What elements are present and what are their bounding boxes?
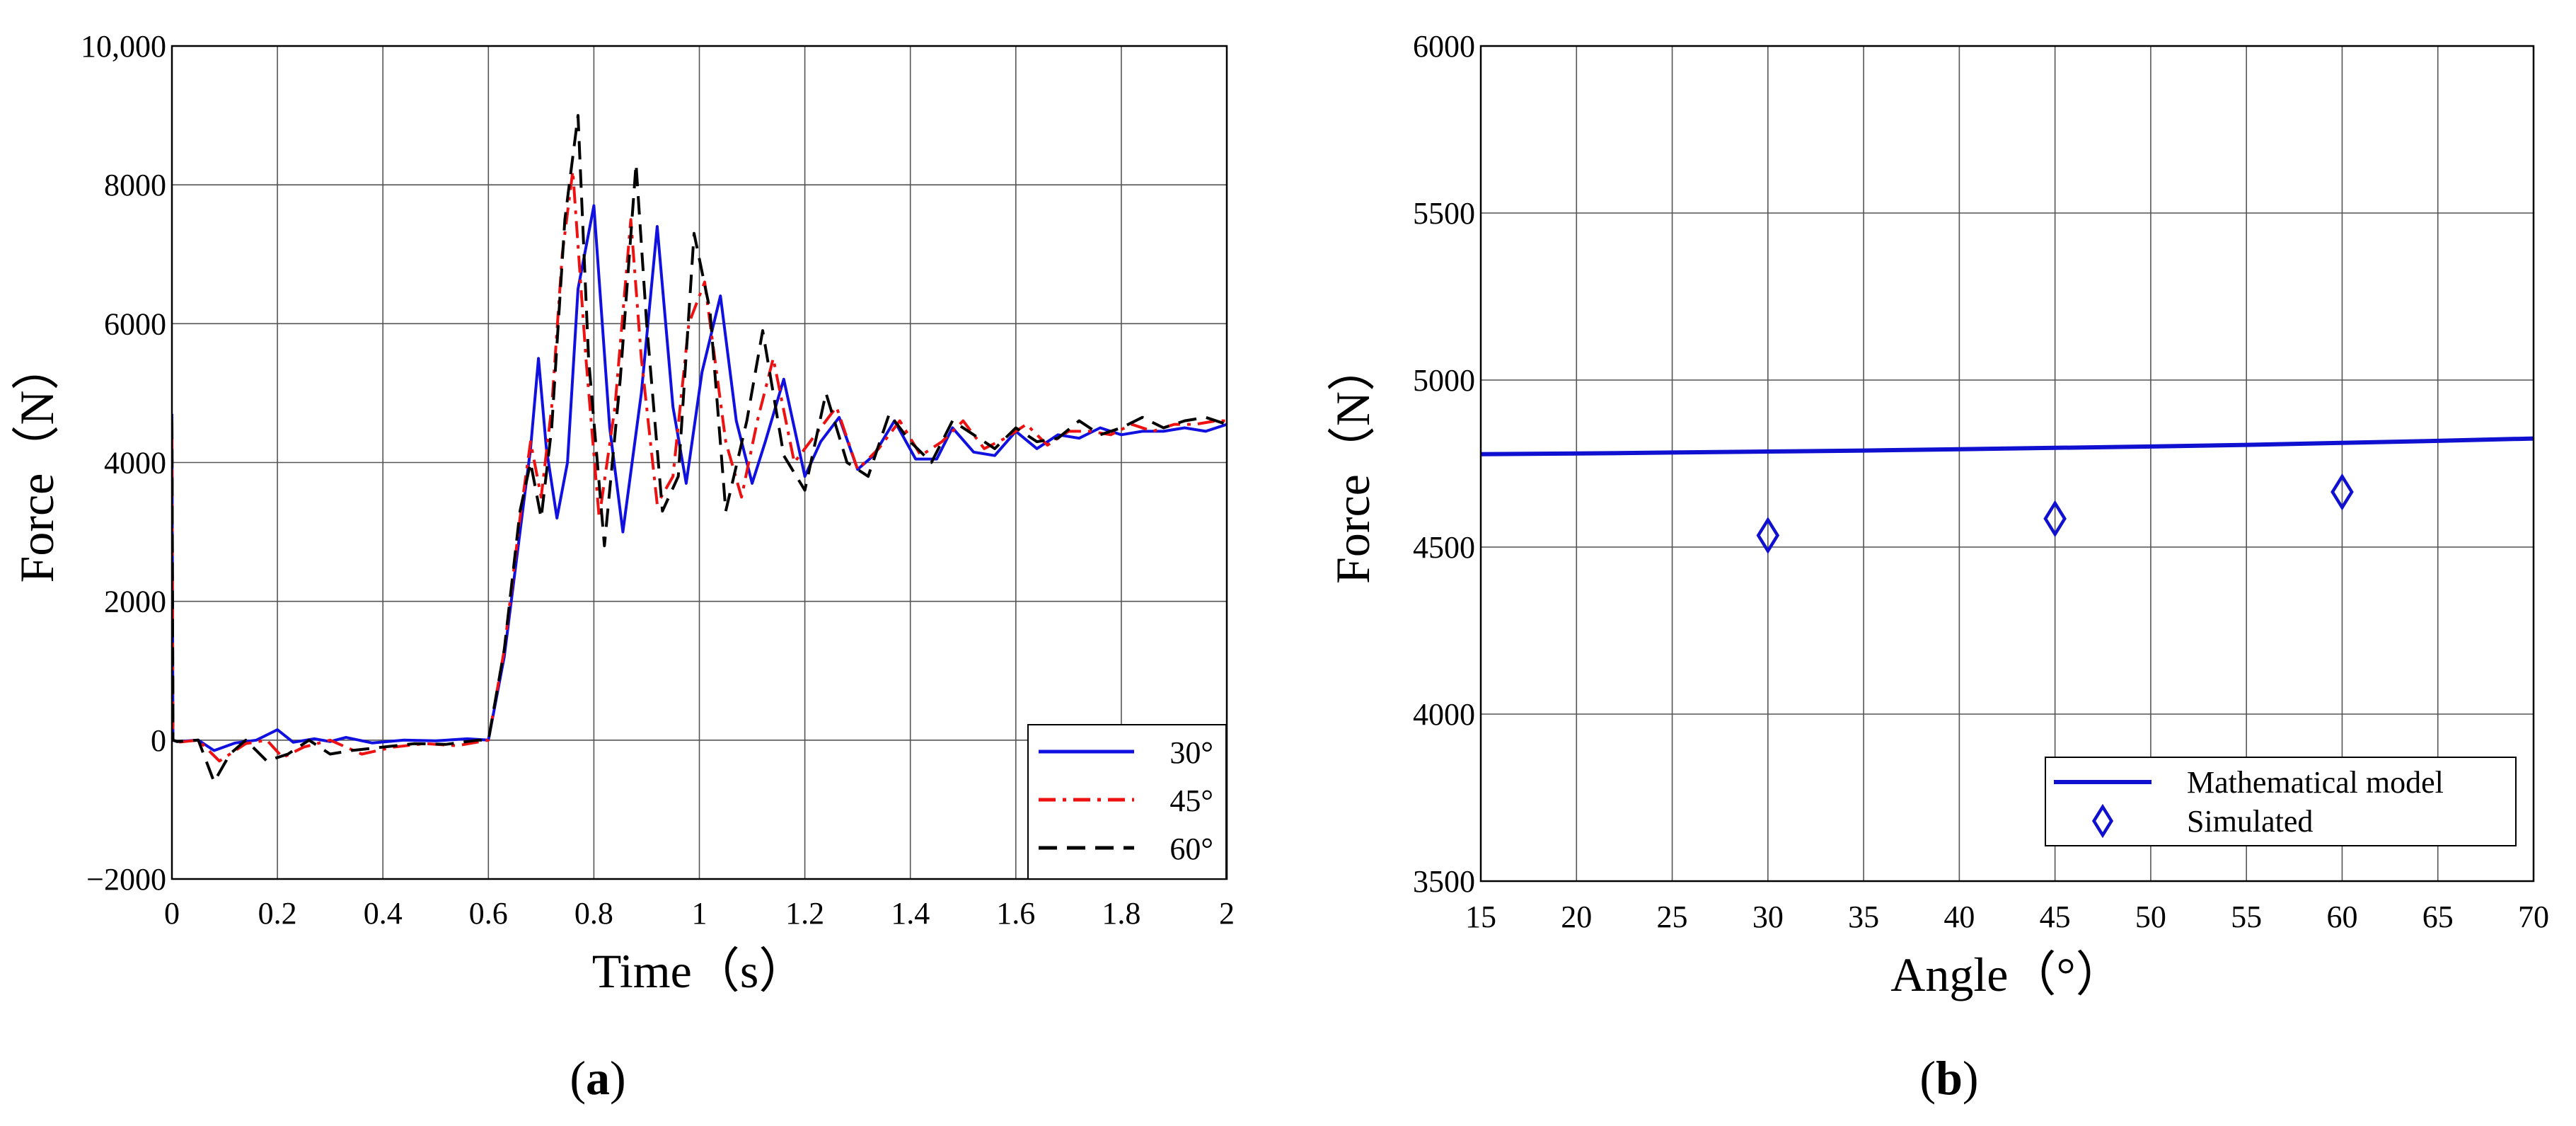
chart-a-x-tick-label: 0.8 [574,896,613,931]
chart-b-point-simulated [2043,500,2067,538]
chart-b-grid [1480,45,2534,882]
chart-b-legend-swatch-diamond [2091,803,2114,839]
chart-a-y-tick-label: −2000 [86,862,166,897]
chart-b-x-tick-labels: 15 20 25 30 35 40 45 50 55 60 65 70 [1465,900,2549,934]
chart-b-x-tick-label: 50 [2135,900,2166,934]
panel-b-open: ( [1919,1051,1936,1105]
chart-b-x-tick-label: 30 [1752,900,1784,934]
chart-b-angle-force: 15 20 25 30 35 40 45 50 55 60 65 70 3500 4000 4500 500… [1326,29,2549,1001]
chart-a-x-tick-label: 0.2 [258,896,297,931]
chart-b-x-tick-label: 70 [2518,900,2549,934]
chart-b-legend-box [2045,757,2517,846]
chart-b-y-tick-label: 4000 [1413,697,1475,732]
chart-a-legend-label: 60° [1169,832,1213,866]
chart-b-y-axis-label: Force（N） [1326,343,1380,584]
chart-b-y-tick-label: 5000 [1413,363,1475,398]
chart-b-plot-frame [1479,45,2535,883]
chart-b-x-tick-label: 35 [1848,900,1879,934]
chart-b-x-tick-label: 55 [2231,900,2262,934]
chart-b-legend-label: Mathematical model [2187,765,2444,800]
chart-a-plot-frame [171,45,1228,880]
chart-b-point-simulated [2330,473,2354,511]
chart-a-y-tick-label: 4000 [104,446,166,481]
chart-a-x-tick-label: 1.4 [891,896,930,931]
panel-label-a: (a) [570,1051,625,1105]
panel-a-letter: a [586,1051,610,1105]
chart-b-y-tick-label: 6000 [1413,29,1475,64]
panel-b-letter: b [1936,1051,1963,1105]
chart-b-x-tick-label: 25 [1657,900,1688,934]
chart-a-y-tick-label: 0 [151,723,166,758]
chart-b-y-tick-label: 4500 [1413,530,1475,565]
chart-b-x-tick-label: 15 [1465,900,1496,934]
chart-b-y-tick-label: 5500 [1413,196,1475,231]
panel-b-close: ) [1963,1051,1979,1105]
chart-b-x-tick-label: 65 [2422,900,2454,934]
chart-a-series-line-45 [172,169,1227,763]
chart-a-x-tick-label: 0.4 [364,896,403,931]
chart-b-x-tick-label: 60 [2326,900,2357,934]
panel-a-open: ( [570,1051,586,1105]
chart-b-legend-label: Simulated [2187,804,2313,839]
chart-b-y-tick-label: 3500 [1413,864,1475,899]
chart-a-x-tick-label: 1.8 [1102,896,1140,931]
panel-a-close: ) [610,1051,626,1105]
chart-b-x-tick-label: 40 [1943,900,1975,934]
chart-a-x-tick-label: 0.6 [469,896,508,931]
chart-a-x-tick-label: 2 [1219,896,1235,931]
chart-b-y-tick-labels: 3500 4000 4500 5000 5500 6000 [1413,29,1475,899]
chart-a-time-force: 0 0.2 0.4 0.6 0.8 1 1.2 1.4 1.6 1.8 2 −20000200040… [10,29,1235,998]
chart-b-x-axis-label: Angle（°） [1890,948,2123,1001]
panel-label-b: (b) [1919,1051,1978,1105]
chart-a-y-axis-label: Force（N） [10,343,64,583]
chart-a-y-tick-label: 6000 [104,306,166,341]
chart-a-x-tick-label: 0 [164,896,180,931]
chart-a-x-tick-label: 1 [692,896,707,931]
chart-a-legend: 30° 45° 60° [1027,724,1227,880]
chart-b-legend: Mathematical model Simulated [2045,757,2517,846]
chart-b-x-tick-label: 45 [2040,900,2071,934]
chart-a-x-axis-label: Time（s） [592,944,807,998]
chart-a-y-tick-label: 10,000 [81,29,166,64]
chart-a-y-tick-label: 8000 [104,168,166,202]
chart-b-x-tick-label: 20 [1561,900,1592,934]
chart-a-x-tick-label: 1.6 [996,896,1035,931]
chart-a-x-tick-labels: 0 0.2 0.4 0.6 0.8 1 1.2 1.4 1.6 1.8 2 [164,896,1235,931]
chart-a-y-tick-labels: −2000 0 2000 4000 6000 8000 10,000 [81,29,166,897]
chart-a-legend-label: 30° [1169,735,1213,770]
chart-b-point-simulated [1756,517,1780,554]
chart-b-series-line-mathematical-model [1481,436,2534,456]
chart-a-series-lines [172,114,1227,783]
chart-b-series [1481,436,2534,554]
chart-a-y-tick-label: 2000 [104,585,166,619]
chart-a-legend-label: 45° [1169,783,1213,818]
chart-a-x-tick-label: 1.2 [785,896,824,931]
